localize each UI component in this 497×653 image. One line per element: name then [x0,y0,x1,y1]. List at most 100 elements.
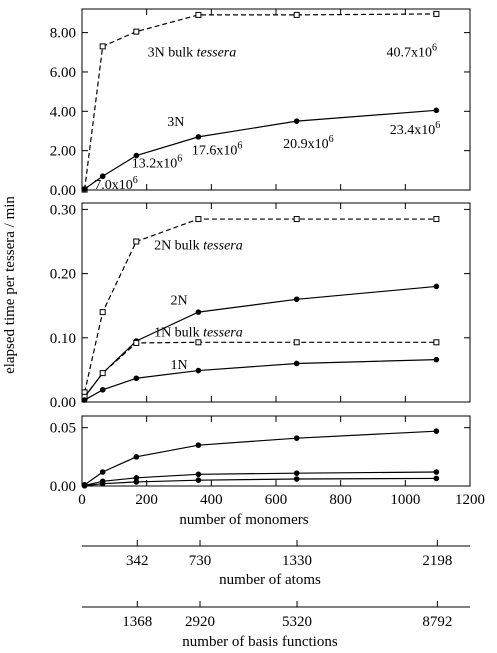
basis-functions-axis: 1368 2920 5320 8792 [82,601,470,630]
series-line [84,341,437,398]
x-tick-label: 400 [200,492,223,508]
y-tick-label: 6.00 [50,65,76,81]
series-line [83,13,437,190]
data-point [433,469,440,475]
y-tick-label: 2.00 [50,144,76,160]
y-tick-label: 0.05 [50,421,76,437]
data-point [293,360,300,367]
data-point [133,475,140,481]
x-tick-label: 800 [329,492,352,508]
data-point [433,216,440,223]
x-tick-label: 1000 [390,492,420,508]
y-tick-label: 0.00 [50,479,76,495]
axis-tick-label: 5320 [282,614,312,630]
data-point [293,11,300,18]
series-line [84,430,437,486]
axis-tick-label: 8792 [422,614,452,630]
annotation: 7.0x106 [94,175,138,193]
data-point [99,469,106,475]
data-point [133,152,140,159]
data-point [293,118,300,124]
data-point [133,238,140,245]
data-point [433,356,440,363]
series-line [84,109,437,190]
x-tick-label: 200 [135,492,158,508]
x-tick-label: 1200 [455,492,485,508]
y-tick-label: 0.30 [50,202,76,218]
data-point [195,471,202,478]
data-point [195,11,202,18]
atoms-axis-label: number of atoms [219,572,321,588]
series-2n-bulk-tessera [81,216,440,396]
y-tick-label: 0.10 [50,331,76,347]
axis-tick-label: 2920 [185,614,215,630]
series-1n-bulk-tessera [81,339,440,400]
data-point [133,339,140,346]
data-point [133,479,140,485]
data-point [99,309,106,316]
annotation: 2N [170,293,187,308]
axis-tick-label: 2198 [422,553,452,569]
annotation: 20.9x106 [283,134,334,152]
annotation: 23.4x106 [390,120,441,138]
x-tick-label: 0 [78,492,86,508]
data-point [293,476,300,482]
data-point [99,480,106,487]
series-line [84,477,437,487]
data-point [195,442,202,448]
series-3-3 [81,475,440,489]
data-point [433,339,440,346]
data-point [81,186,88,192]
panel-1: 0.00 2.00 4.00 6.00 8.00 3N bulk tessera 40.7x… [50,8,471,199]
data-point [133,375,140,382]
data-point [99,173,106,180]
axis-tick-label: 342 [126,553,149,569]
atoms-axis: 342 730 1330 2198 [82,540,470,569]
y-tick-label: 8.00 [50,26,76,42]
data-point [195,309,202,315]
x-tick-label: 600 [265,492,288,508]
series-3n [81,107,440,192]
data-point [293,435,300,441]
series-1n [81,356,440,403]
data-point [81,482,88,489]
data-point [293,470,300,476]
annotation: 13.2x106 [132,153,183,171]
data-point [433,10,440,17]
data-point [99,43,106,50]
data-point [433,475,440,482]
data-point [99,387,106,393]
y-tick-label: 4.00 [50,104,76,120]
y-tick-label: 0.20 [50,267,76,283]
data-point [433,283,440,290]
annotation: 40.7x106 [387,42,438,60]
data-point [195,134,202,140]
data-point [293,339,300,346]
x-axis-label: number of monomers [179,512,308,528]
data-point [195,216,202,223]
data-point [433,428,440,434]
series-line [84,218,437,393]
data-point [195,367,202,374]
axis-tick-label: 730 [189,553,212,569]
panel-3: 0.00 0.05 0 200 400 600 800 1000 1200 [50,415,485,508]
series-3-1 [81,428,440,488]
data-point [81,397,88,403]
series-line [84,359,437,401]
basis-functions-axis-label: number of basis functions [182,634,338,650]
annotation: 1N bulk tessera [154,325,243,340]
annotation: 3N [167,115,184,130]
data-point [293,296,300,303]
annotation: 3N bulk tessera [148,45,237,60]
data-point [195,477,202,483]
annotation: 17.6x106 [192,141,242,159]
data-point [133,28,140,35]
data-point [195,339,202,346]
axis-tick-label: 1330 [282,553,312,569]
data-point [133,454,140,460]
data-point [433,107,440,114]
plot-frame [81,415,471,487]
annotation: 2N bulk tessera [154,239,243,254]
panel-2: 0.00 0.10 0.20 0.30 2N bulk tessera 2N 1N bulk… [50,202,471,411]
